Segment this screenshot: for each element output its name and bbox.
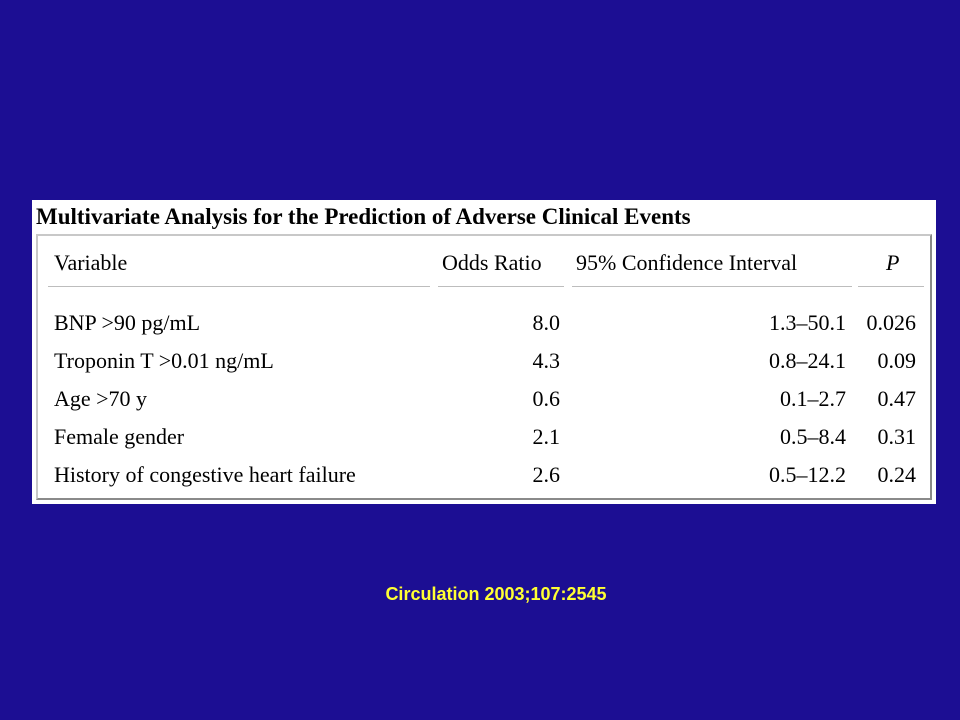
header-confidence-interval: 95% Confidence Interval [576, 250, 798, 275]
table-row-odds-ratio: 8.0 [532, 310, 561, 335]
table-row-variable: Female gender [54, 424, 185, 449]
table-row-p: 0.026 [866, 310, 917, 335]
header-rule-p [858, 286, 924, 288]
table-row-variable: History of congestive heart failure [54, 462, 356, 487]
table-row-ci: 0.1–2.7 [780, 386, 846, 411]
header-rule-variable [48, 286, 430, 288]
table-row-p: 0.09 [877, 348, 917, 373]
header-p: P [886, 250, 900, 275]
header-odds-ratio: Odds Ratio [442, 250, 542, 275]
table-row-p: 0.24 [877, 462, 917, 487]
table-row-ci: 1.3–50.1 [769, 310, 846, 335]
table-row-odds-ratio: 2.6 [532, 462, 561, 487]
table-row-odds-ratio: 4.3 [532, 348, 561, 373]
table-row-variable: BNP >90 pg/mL [54, 310, 201, 335]
table-row-variable: Troponin T >0.01 ng/mL [54, 348, 274, 373]
table-row-odds-ratio: 2.1 [532, 424, 561, 449]
table-title: Multivariate Analysis for the Prediction… [36, 204, 691, 229]
table-row-odds-ratio: 0.6 [532, 386, 561, 411]
table-row-variable: Age >70 y [54, 386, 148, 411]
citation-caption: Circulation 2003;107:2545 [385, 584, 607, 604]
table-row-ci: 0.5–12.2 [769, 462, 846, 487]
table-row-ci: 0.8–24.1 [769, 348, 846, 373]
header-rule-odds-ratio [438, 286, 564, 288]
table-row-ci: 0.5–8.4 [780, 424, 846, 449]
table-image: Multivariate Analysis for the Prediction… [32, 200, 936, 504]
table-frame: Variable Odds Ratio 95% Confidence Inter… [36, 234, 932, 500]
header-rule-ci [572, 286, 852, 288]
table-row-p: 0.31 [877, 424, 917, 449]
table-row-p: 0.47 [877, 386, 917, 411]
header-variable: Variable [54, 250, 128, 275]
